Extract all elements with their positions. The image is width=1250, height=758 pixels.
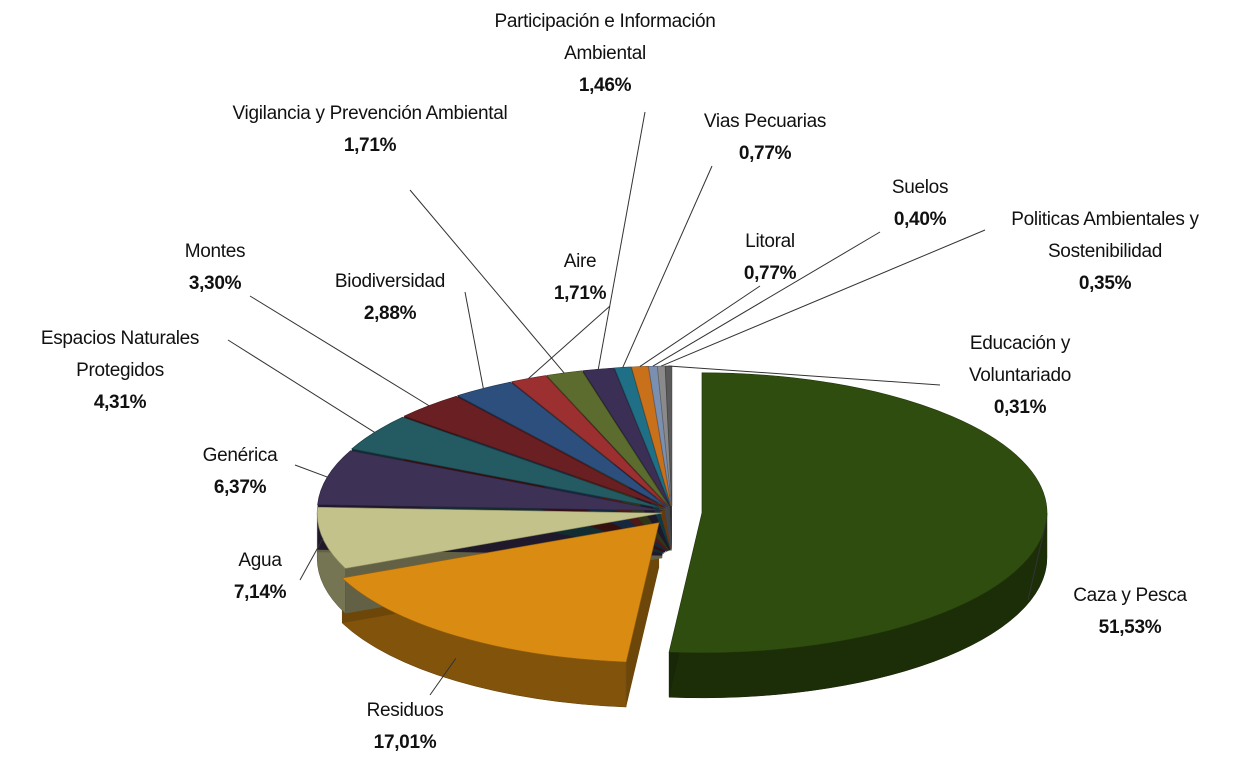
slice: [631, 366, 672, 507]
slice: [341, 522, 660, 663]
category-name: Residuos: [366, 700, 444, 721]
slice: [316, 506, 663, 569]
category-name: Caza y Pesca: [1073, 585, 1187, 606]
slice-label: Educación y Voluntariado 0,31%: [920, 328, 1120, 424]
category-name: Aire: [563, 251, 597, 272]
value-label: 0,35%: [1078, 273, 1132, 294]
slice: [614, 366, 671, 507]
category-name: Vias Pecuarias: [703, 111, 827, 132]
category-name: Politicas Ambientales y Sostenibilidad: [1011, 209, 1199, 262]
slice-label: Biodiversidad 2,88%: [300, 266, 480, 330]
slice-tops: [316, 365, 1048, 663]
slice-label: Genérica 6,37%: [175, 440, 305, 504]
leader-line: [464, 291, 484, 389]
category-name: Participación e Información Ambiental: [494, 11, 716, 64]
leader-line: [528, 305, 611, 379]
value-label: 51,53%: [1098, 617, 1162, 638]
value-label: 1,71%: [343, 135, 397, 156]
value-label: 0,77%: [738, 143, 792, 164]
slice-label: Vias Pecuarias 0,77%: [670, 106, 860, 170]
leader-line: [660, 229, 986, 367]
leader-line: [227, 339, 375, 433]
slice-label: Litoral 0,77%: [715, 226, 825, 290]
value-label: 1,71%: [553, 283, 607, 304]
slice-label: Suelos 0,40%: [860, 172, 980, 236]
slice-label: Residuos 17,01%: [330, 695, 480, 758]
category-name: Agua: [238, 550, 282, 571]
leader-line: [639, 285, 761, 368]
slice-label: Vigilancia y Prevención Ambiental 1,71%: [230, 98, 510, 162]
category-name: Vigilancia y Prevención Ambiental: [232, 103, 508, 124]
value-label: 6,37%: [213, 477, 267, 498]
leader-line: [597, 111, 646, 370]
leader-line: [299, 538, 324, 581]
slice-label: Politicas Ambientales y Sostenibilidad 0,…: [960, 204, 1250, 300]
slice-label: Montes 3,30%: [150, 236, 280, 300]
leader-line: [652, 231, 881, 367]
value-label: 0,77%: [743, 263, 797, 284]
slice-label: Caza y Pesca 51,53%: [1040, 580, 1220, 644]
leader-line: [622, 165, 713, 368]
category-name: Biodiversidad: [334, 271, 446, 292]
value-label: 4,31%: [93, 392, 147, 413]
slice-label: Participación e Información Ambiental 1,4…: [460, 6, 750, 102]
category-name: Litoral: [745, 231, 795, 252]
leader-line: [429, 658, 457, 696]
slice: [582, 367, 671, 507]
slice: [456, 381, 667, 508]
value-label: 7,14%: [233, 582, 287, 603]
value-label: 0,31%: [993, 397, 1047, 418]
slice-label: Espacios Naturales Protegidos 4,31%: [0, 323, 240, 419]
leader-line: [409, 189, 565, 374]
slice: [511, 375, 669, 507]
value-label: 17,01%: [373, 732, 437, 753]
leader-line: [1027, 519, 1048, 601]
leader-line: [249, 295, 430, 407]
category-name: Montes: [184, 241, 246, 262]
slice: [317, 450, 663, 511]
leader-lines: [227, 111, 1048, 696]
category-name: Genérica: [202, 445, 278, 466]
leader-line: [294, 464, 328, 478]
slice: [351, 416, 664, 510]
slice: [403, 395, 666, 508]
value-label: 3,30%: [188, 273, 242, 294]
leader-line: [668, 365, 941, 386]
slice-label: Agua 7,14%: [215, 545, 305, 609]
slice-label: Aire 1,71%: [530, 246, 630, 310]
value-label: 1,46%: [578, 75, 632, 96]
category-name: Espacios Naturales Protegidos: [40, 328, 200, 381]
category-name: Suelos: [891, 177, 949, 198]
value-label: 0,40%: [893, 209, 947, 230]
category-name: Educación y Voluntariado: [968, 333, 1072, 386]
value-label: 2,88%: [363, 303, 417, 324]
